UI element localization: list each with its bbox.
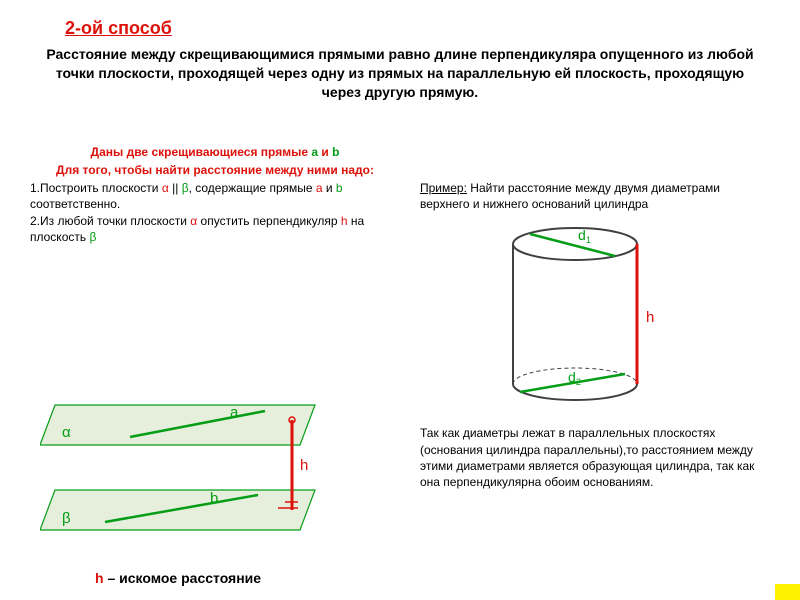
given-line1: Даны две скрещивающиеся прямые a и b	[30, 145, 400, 161]
s2-h: h	[341, 214, 348, 228]
s1-pre: 1.Построить плоскости	[30, 181, 162, 195]
title-text: 2-ой способ	[65, 18, 172, 38]
s1-par: ||	[169, 181, 182, 195]
cap-h: h	[95, 570, 104, 586]
cylinder-svg: d1d2h	[490, 222, 710, 417]
given-pre: Даны две скрещивающиеся прямые	[91, 145, 312, 159]
s1-alpha: α	[162, 181, 169, 195]
s1-post: соответственно.	[30, 197, 120, 211]
planes-caption: h – искомое расстояние	[95, 570, 261, 586]
given-b: b	[332, 145, 339, 159]
svg-text:β: β	[62, 510, 71, 527]
svg-text:d: d	[568, 369, 576, 385]
given-line2: Для того, чтобы найти расстояние между н…	[30, 163, 400, 179]
given-l2: Для того, чтобы найти расстояние между н…	[56, 163, 374, 177]
conclusion: Так как диаметры лежат в параллельных пл…	[420, 425, 770, 490]
s1-beta: β	[182, 181, 189, 195]
step-1: 1.Построить плоскости α || β, содержащие…	[30, 180, 400, 212]
definition-text: Расстояние между скрещивающимися прямыми…	[40, 45, 760, 102]
example-block: Пример: Найти расстояние между двумя диа…	[420, 180, 770, 212]
s2-pre: 2.Из любой точки плоскости	[30, 214, 190, 228]
svg-text:h: h	[300, 457, 308, 474]
s1-b: b	[336, 181, 343, 195]
left-column: Даны две скрещивающиеся прямые a и b Для…	[30, 145, 400, 245]
s1-mid: , содержащие прямые	[189, 181, 316, 195]
step-2: 2.Из любой точки плоскости α опустить пе…	[30, 213, 400, 245]
s2-mid: опустить перпендикуляр	[197, 214, 341, 228]
conclusion-text: Так как диаметры лежат в параллельных пл…	[420, 426, 754, 489]
cylinder-diagram: d1d2h	[490, 222, 710, 417]
svg-text:a: a	[230, 404, 239, 421]
s1-a: a	[316, 181, 323, 195]
cap-text: – искомое расстояние	[104, 570, 262, 586]
svg-text:h: h	[646, 309, 654, 326]
svg-text:2: 2	[576, 377, 581, 387]
right-column: Пример: Найти расстояние между двумя диа…	[420, 180, 770, 490]
subtitle-text: Расстояние между скрещивающимися прямыми…	[46, 46, 753, 100]
method-title: 2-ой способ	[65, 18, 172, 39]
s1-and: и	[323, 181, 336, 195]
s2-beta: β	[89, 230, 96, 244]
svg-text:α: α	[62, 424, 71, 441]
svg-text:1: 1	[586, 235, 591, 245]
svg-text:b: b	[210, 490, 218, 507]
planes-diagram: α β a b h	[40, 375, 360, 575]
planes-svg: α β a b h	[40, 375, 360, 575]
given-mid: и	[318, 145, 332, 159]
corner-decoration	[775, 584, 800, 600]
svg-text:d: d	[578, 227, 586, 243]
example-label: Пример:	[420, 181, 467, 195]
